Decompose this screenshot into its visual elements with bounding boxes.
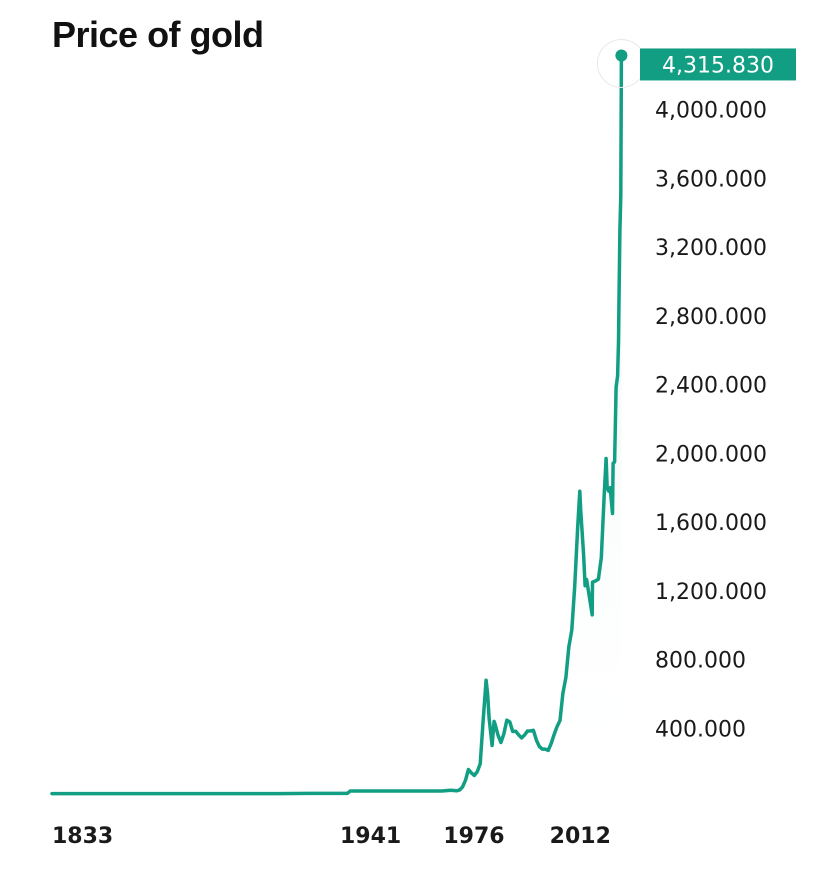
y-tick-label: 3,200.000: [655, 236, 767, 261]
y-tick-label: 1,200.000: [655, 580, 767, 605]
y-tick-label: 1,600.000: [655, 511, 767, 536]
x-tick-label: 2012: [550, 824, 611, 849]
y-axis-ticks: 400.000 800.000 1,200.000 1,600.000 2,000.00…: [655, 99, 767, 743]
last-value-badge: [640, 48, 796, 81]
chart-title: Price of gold: [52, 14, 264, 55]
y-tick-label: 800.000: [655, 649, 746, 674]
x-tick-label: 1976: [443, 824, 504, 849]
x-axis-ticks: 1833 1941 1976 2012: [52, 824, 611, 849]
y-tick-label: 400.000: [655, 717, 746, 742]
x-tick-label: 1833: [52, 824, 113, 849]
y-tick-label: 4,000.000: [655, 99, 767, 124]
y-tick-label: 2,400.000: [655, 374, 767, 399]
last-value-label: 4,315.830: [662, 53, 774, 78]
last-point-marker: [615, 49, 628, 62]
y-tick-label: 2,800.000: [655, 305, 767, 330]
x-tick-label: 1941: [340, 824, 401, 849]
area-fill: [52, 55, 622, 797]
y-tick-label: 3,600.000: [655, 167, 767, 192]
series-line: [50, 53, 624, 796]
y-tick-label: 2,000.000: [655, 442, 767, 467]
